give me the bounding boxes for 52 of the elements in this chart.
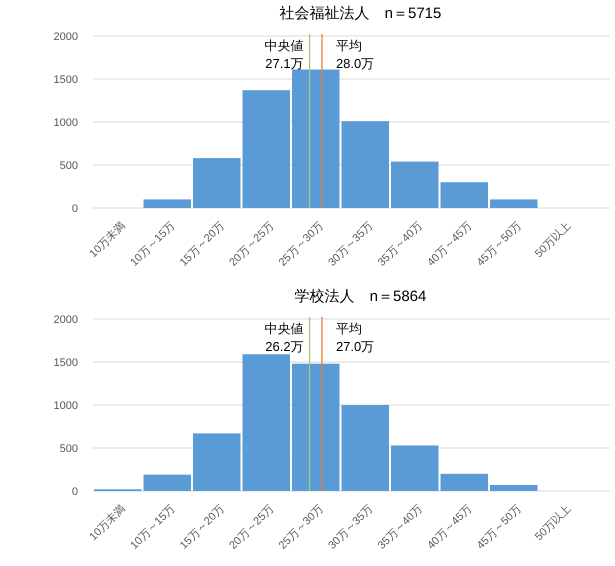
y-tick-label: 1500 <box>54 74 78 86</box>
x-tick-label: 20万～25万 <box>227 502 276 552</box>
x-tick-label: 40万～45万 <box>425 220 474 269</box>
x-tick-label: 50万以上 <box>532 218 574 260</box>
bar <box>292 70 340 208</box>
x-tick-label: 45万～50万 <box>474 220 524 269</box>
y-tick-label: 500 <box>60 160 78 172</box>
x-tick-label: 30万～35万 <box>326 220 376 269</box>
bar <box>242 90 290 208</box>
bar <box>193 158 240 208</box>
y-tick-label: 500 <box>60 443 78 455</box>
bar <box>292 364 340 491</box>
x-tick-label: 15万～20万 <box>178 502 227 552</box>
bar <box>342 405 389 491</box>
y-tick-label: 0 <box>72 203 78 215</box>
bar <box>490 199 538 208</box>
bar <box>242 354 290 491</box>
chart-title: 学校法人 n＝5864 <box>294 288 426 305</box>
x-tick-label: 10万未満 <box>86 502 128 544</box>
y-tick-label: 1000 <box>54 400 78 412</box>
x-tick-label: 40万～45万 <box>425 502 474 552</box>
x-tick-label: 45万～50万 <box>474 502 524 552</box>
bar <box>440 474 488 491</box>
bar <box>193 433 240 491</box>
y-tick-label: 2000 <box>54 314 78 326</box>
chart-title: 社会福祉法人 n＝5715 <box>280 5 442 22</box>
ref-line-label: 平均 28.0万 <box>336 38 374 71</box>
x-tick-label: 30万～35万 <box>326 502 376 552</box>
x-tick-label: 10万～15万 <box>128 502 178 552</box>
y-tick-label: 1000 <box>54 117 78 129</box>
x-tick-label: 50万以上 <box>532 502 574 544</box>
bar <box>391 445 438 491</box>
bar <box>490 484 538 491</box>
x-tick-label: 15万～20万 <box>178 220 227 269</box>
bar <box>342 121 389 208</box>
bar <box>144 199 191 208</box>
y-tick-label: 2000 <box>54 31 78 43</box>
bar <box>440 182 488 208</box>
x-tick-label: 20万～25万 <box>227 220 276 269</box>
x-tick-label: 25万～30万 <box>276 502 326 552</box>
x-tick-label: 10万～15万 <box>128 220 178 269</box>
x-tick-label: 25万～30万 <box>276 220 326 269</box>
x-tick-label: 10万未満 <box>86 218 128 260</box>
x-tick-label: 35万～40万 <box>376 220 425 269</box>
y-tick-label: 1500 <box>54 357 78 369</box>
x-tick-label: 35万～40万 <box>376 502 425 552</box>
ref-line-label: 平均 27.0万 <box>336 321 374 354</box>
bar <box>391 162 438 208</box>
ref-line-label: 中央値 26.2万 <box>264 321 304 354</box>
bar <box>144 474 191 491</box>
y-tick-label: 0 <box>72 486 78 498</box>
ref-line-label: 中央値 27.1万 <box>264 38 304 71</box>
